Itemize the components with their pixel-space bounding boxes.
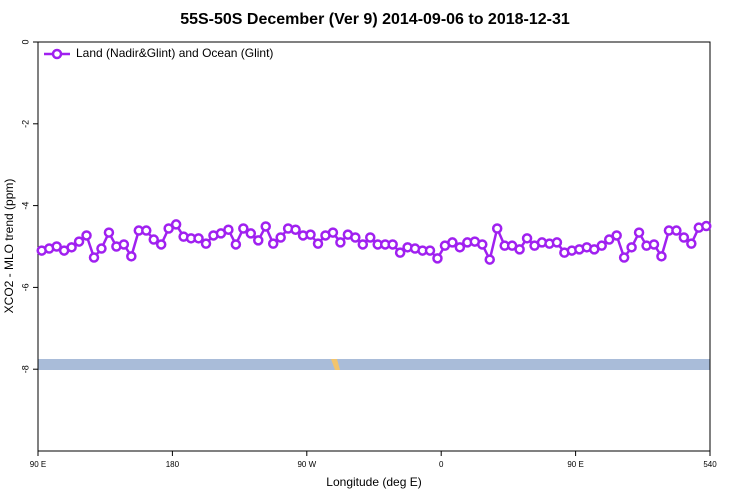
- x-tick-label: 540: [703, 460, 717, 469]
- plot-frame: [37, 41, 711, 452]
- point: [521, 233, 533, 244]
- point: [454, 242, 466, 253]
- point: [611, 230, 622, 241]
- point: [491, 223, 503, 234]
- point: [671, 225, 682, 236]
- point: [633, 227, 645, 238]
- point: [447, 237, 458, 248]
- point: [51, 241, 62, 252]
- point: [103, 227, 115, 238]
- point: [305, 229, 316, 240]
- point: [357, 239, 369, 250]
- land-patch: [331, 359, 340, 370]
- point: [484, 254, 495, 265]
- point: [230, 239, 242, 250]
- point: [312, 238, 324, 249]
- x-axis-label: Longitude (deg E): [326, 475, 421, 489]
- point: [155, 239, 167, 250]
- point: [603, 234, 615, 245]
- x-tick-label: 90 E: [30, 460, 46, 469]
- point: [350, 232, 361, 243]
- point: [327, 227, 339, 238]
- point: [424, 245, 436, 256]
- point: [678, 232, 690, 243]
- point: [477, 239, 488, 250]
- point: [73, 236, 85, 247]
- point: [141, 225, 152, 236]
- x-tick-label: 180: [166, 460, 180, 469]
- point: [148, 234, 159, 245]
- point: [626, 242, 637, 253]
- x-tick-label: 0: [439, 460, 444, 469]
- point: [66, 242, 77, 253]
- point: [253, 235, 264, 246]
- legend-marker: [51, 48, 63, 60]
- x-tick-label: 90 E: [567, 460, 583, 469]
- legend-label: Land (Nadir&Glint) and Ocean (Glint): [76, 46, 273, 60]
- point: [387, 239, 398, 250]
- point: [170, 219, 182, 230]
- point: [245, 228, 257, 239]
- point: [656, 251, 667, 262]
- y-tick-label: -8: [20, 365, 30, 373]
- y-axis-label: XCO2 - MLO trend (ppm): [2, 179, 16, 314]
- point: [365, 232, 376, 243]
- point: [290, 224, 301, 235]
- y-tick-label: -2: [20, 120, 30, 128]
- point: [88, 252, 100, 263]
- point: [701, 220, 712, 232]
- point: [596, 240, 607, 251]
- point: [432, 253, 443, 264]
- point: [514, 244, 525, 255]
- point: [686, 238, 697, 249]
- point: [648, 239, 660, 250]
- point: [394, 247, 406, 258]
- point: [335, 237, 346, 248]
- point: [267, 238, 279, 249]
- y-tick-label: 0: [20, 39, 30, 44]
- y-tick-label: -4: [20, 202, 30, 210]
- chart-title: 55S-50S December (Ver 9) 2014-09-06 to 2…: [180, 11, 570, 28]
- point: [96, 243, 107, 254]
- point: [81, 230, 92, 241]
- point: [618, 252, 630, 263]
- point: [238, 223, 249, 234]
- point: [126, 251, 137, 262]
- point: [551, 237, 563, 248]
- point: [200, 238, 212, 249]
- x-tick-label: 90 W: [297, 460, 316, 469]
- point: [275, 232, 286, 243]
- point: [193, 233, 204, 244]
- point: [260, 221, 271, 232]
- y-tick-label: -6: [20, 283, 30, 291]
- point: [163, 223, 174, 234]
- surface-band: [38, 359, 710, 370]
- point: [223, 224, 234, 235]
- point: [118, 239, 130, 250]
